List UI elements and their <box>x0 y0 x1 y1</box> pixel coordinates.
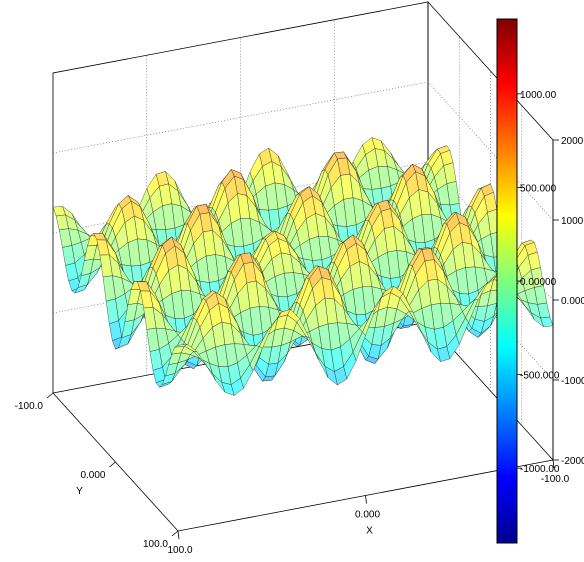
plot-axes: -100.0 0.000 100.0 Y -100.0 0.000 100.0 X 2000.0… <box>15 136 584 556</box>
x-tick-label: -100.0 <box>541 474 570 485</box>
colorbar: 1000.00 500.000 0.00000 -500.000 -1000.00 <box>496 18 560 544</box>
z-tick-label: 0.00000 <box>561 296 584 307</box>
y-tick-label: 100.0 <box>143 539 168 550</box>
z-tick-label: 1000.00 <box>561 216 584 227</box>
y-axis-label: Y <box>76 486 83 497</box>
colorbar-gradient <box>496 18 518 544</box>
z-tick-label: -1000.00 <box>561 376 584 387</box>
colorbar-tick-label: -1000.00 <box>520 464 560 475</box>
y-tick-label: -100.0 <box>15 401 44 412</box>
x-tick-label: 0.000 <box>355 510 380 521</box>
y-tick <box>109 461 116 468</box>
colorbar-tick-label: 0.00000 <box>520 277 557 288</box>
x-axis-label: X <box>366 526 373 537</box>
x-tick-label: 100.0 <box>167 545 192 556</box>
x-tick <box>552 459 555 469</box>
grid-line <box>52 81 554 221</box>
x-tick <box>177 530 180 540</box>
z-tick-label: -2000.00 <box>561 456 584 467</box>
x-tick <box>365 495 367 504</box>
colorbar-tick-label: -500.000 <box>520 371 560 382</box>
surface-mesh <box>52 137 554 396</box>
z-tick-label: 2000.00 <box>561 136 584 147</box>
base-edge <box>52 392 554 532</box>
y-tick <box>46 392 54 399</box>
y-tick <box>171 530 179 537</box>
y-tick-label: 0.000 <box>80 470 105 481</box>
colorbar-tick-label: 1000.00 <box>520 90 557 101</box>
surface-facet <box>174 344 188 348</box>
colorbar-tick-label: 500.000 <box>520 183 557 194</box>
